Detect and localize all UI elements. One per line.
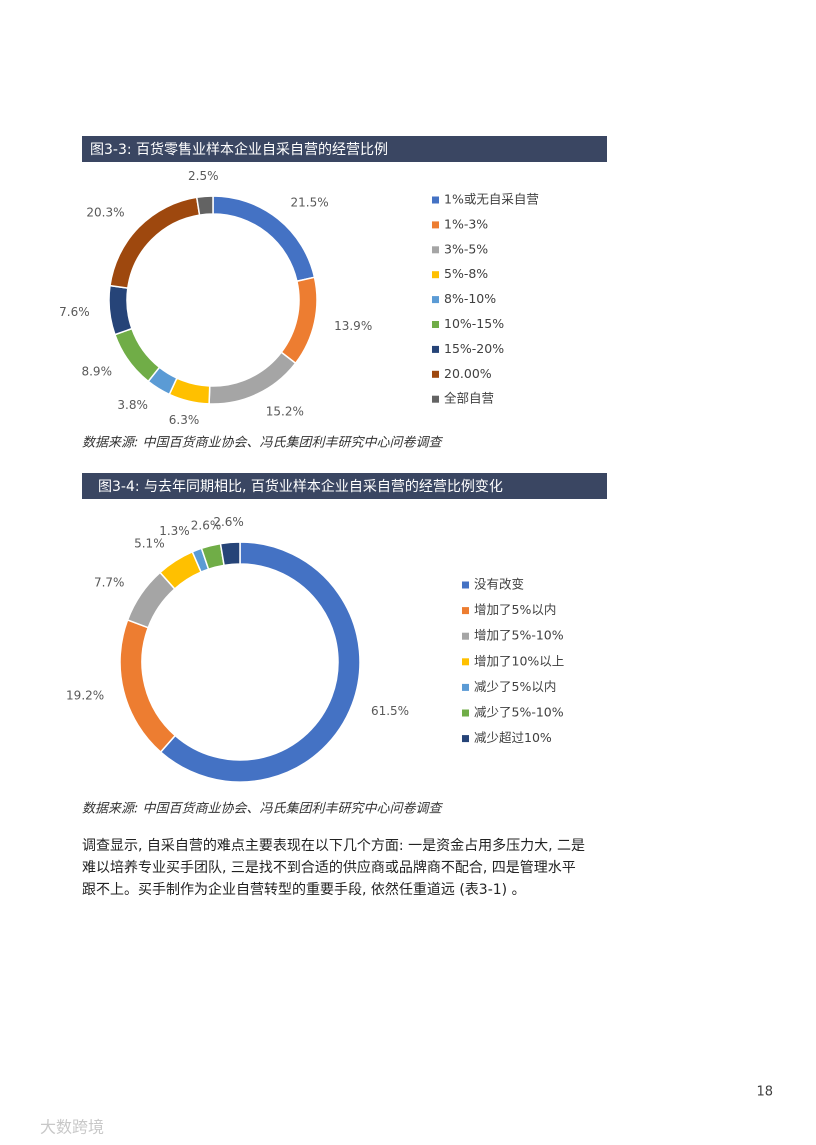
donut-segment bbox=[119, 618, 177, 754]
legend-label: 全部自营 bbox=[444, 391, 494, 406]
legend-label: 减少了5%以内 bbox=[474, 679, 556, 694]
source: 数据来源: 中国百货商业协会、冯氏集团利丰研究中心问卷调查 bbox=[82, 801, 444, 817]
data-label: 1.3% bbox=[159, 524, 190, 538]
legend-label: 增加了10%以上 bbox=[474, 653, 564, 668]
donut-segment bbox=[108, 284, 133, 336]
legend-marker bbox=[432, 196, 439, 204]
legend-label: 1%或无自采自营 bbox=[444, 192, 539, 207]
legend-marker bbox=[462, 683, 469, 691]
data-label: 6.3% bbox=[169, 413, 200, 427]
title-bar bbox=[82, 136, 607, 162]
legend-marker bbox=[462, 632, 469, 640]
legend-marker bbox=[462, 581, 469, 589]
data-label: 8.9% bbox=[81, 364, 112, 378]
legend-label: 减少了5%-10% bbox=[474, 705, 564, 720]
chart-title: 图3-4: 与去年同期相比, 百货业样本企业自采自营的经营比例变化 bbox=[98, 478, 503, 495]
legend-label: 增加了5%以内 bbox=[474, 602, 556, 617]
legend-label: 减少超过10% bbox=[474, 730, 552, 745]
legend-marker bbox=[432, 345, 439, 353]
legend-marker bbox=[462, 658, 469, 666]
donut-segment bbox=[159, 541, 361, 783]
legend-marker bbox=[432, 395, 439, 403]
data-label: 5.1% bbox=[134, 537, 165, 551]
legend-marker bbox=[462, 709, 469, 717]
source: 数据来源: 中国百货商业协会、冯氏集团利丰研究中心问卷调查 bbox=[82, 435, 444, 451]
data-label: 7.6% bbox=[59, 305, 90, 319]
legend-label: 10%-15% bbox=[444, 316, 504, 331]
data-label: 15.2% bbox=[266, 405, 304, 419]
legend-label: 8%-10% bbox=[444, 291, 496, 306]
legend-label: 20.00% bbox=[444, 366, 492, 381]
legend-label: 没有改变 bbox=[474, 577, 524, 592]
watermark: 大数跨境 bbox=[40, 1118, 104, 1137]
data-label: 2.6% bbox=[191, 519, 222, 533]
data-label: 20.3% bbox=[86, 206, 124, 220]
legend-label: 1%-3% bbox=[444, 216, 488, 231]
donut-segment bbox=[280, 276, 318, 365]
data-label: 21.5% bbox=[291, 196, 329, 210]
paragraph-line: 调查显示, 自采自营的难点主要表现在以下几个方面: 一是资金占用多压力大, 二是 bbox=[82, 837, 585, 854]
donut-segment bbox=[113, 327, 161, 383]
chart-title: 图3-3: 百货零售业样本企业自采自营的经营比例 bbox=[90, 141, 388, 158]
legend-marker bbox=[462, 735, 469, 743]
legend-marker bbox=[432, 246, 439, 254]
data-label: 13.9% bbox=[334, 319, 372, 333]
title-bar bbox=[82, 473, 607, 499]
data-label: 7.7% bbox=[94, 575, 125, 589]
donut-segment bbox=[208, 351, 297, 405]
legend-label: 5%-8% bbox=[444, 266, 488, 281]
legend-label: 3%-5% bbox=[444, 241, 488, 256]
legend-marker bbox=[432, 221, 439, 229]
data-label: 61.5% bbox=[371, 704, 409, 718]
data-label: 19.2% bbox=[66, 688, 104, 702]
legend-marker bbox=[432, 370, 439, 378]
data-label: 2.5% bbox=[188, 169, 219, 183]
data-label: 2.6% bbox=[213, 515, 244, 529]
legend-marker bbox=[432, 271, 439, 279]
legend-label: 15%-20% bbox=[444, 341, 504, 356]
donut-segment bbox=[219, 541, 241, 567]
page-number: 18 bbox=[756, 1085, 773, 1100]
paragraph-line: 难以培养专业买手团队, 三是找不到合适的供应商或品牌商不配合, 四是管理水平 bbox=[82, 859, 576, 876]
legend-marker bbox=[432, 321, 439, 328]
data-label: 3.8% bbox=[117, 398, 148, 412]
donut-segment bbox=[195, 195, 214, 216]
legend-label: 增加了5%-10% bbox=[474, 628, 564, 643]
paragraph-line: 跟不上。买手制作为企业自营转型的重要手段, 依然任重道远 (表3-1) 。 bbox=[82, 881, 526, 898]
legend-marker bbox=[462, 607, 469, 615]
legend-marker bbox=[432, 296, 439, 304]
